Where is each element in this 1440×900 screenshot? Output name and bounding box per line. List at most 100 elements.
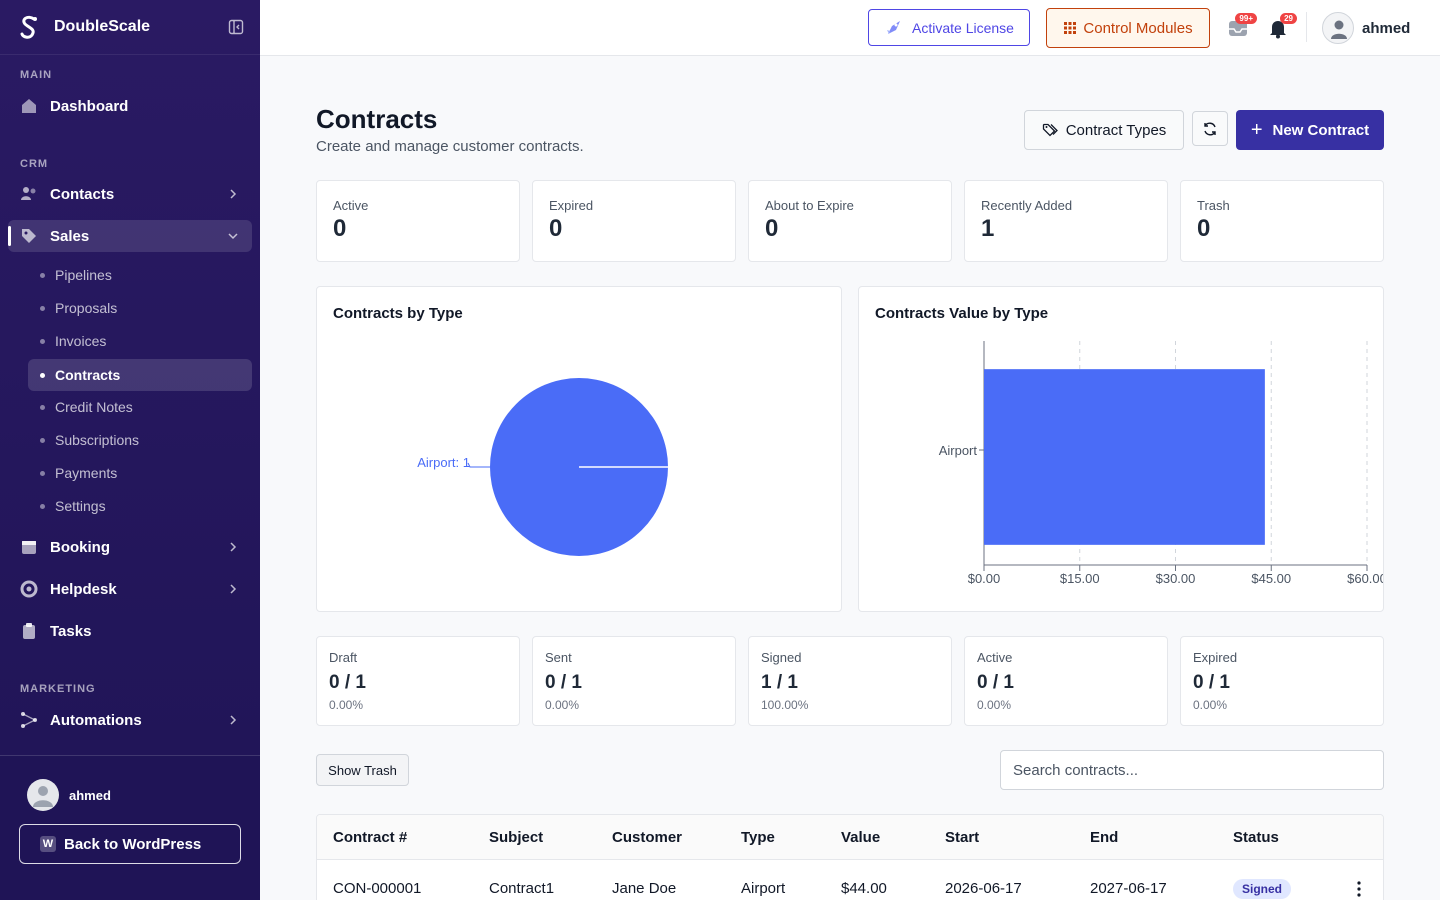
column-header[interactable]: Type [741, 829, 775, 846]
column-header[interactable]: Value [841, 829, 881, 846]
stat-value: 0 [765, 215, 779, 242]
sidebar-subitem-invoices[interactable]: Invoices [28, 325, 252, 357]
sidebar-item-tasks[interactable]: Tasks [8, 615, 252, 647]
sidebar-item-label: Sales [50, 227, 90, 245]
status-value: 1 / 1 [761, 672, 798, 693]
sidebar-item-automations[interactable]: Automations [8, 704, 252, 736]
cell-contract-number[interactable]: CON-000001 [333, 880, 422, 897]
chevron-down-icon [228, 233, 238, 240]
page-subtitle: Create and manage customer contracts. [316, 138, 584, 155]
sidebar-footer: ahmed W Back to WordPress [0, 755, 260, 900]
status-label: Draft [329, 650, 358, 665]
x-tick-label: $15.00 [1060, 571, 1100, 586]
stat-label: Trash [1197, 198, 1230, 213]
contract-types-button[interactable]: Contract Types [1024, 110, 1184, 150]
plus-icon: + [1250, 118, 1263, 141]
column-header[interactable]: Contract # [333, 829, 408, 846]
sidebar-item-label: Contacts [50, 185, 115, 203]
section-label-main: MAIN [20, 69, 53, 81]
topbar: Activate License Control Modules 99+ 29 … [260, 0, 1440, 56]
pie-data-label: Airport: 1 [417, 455, 470, 470]
more-actions-icon[interactable] [1353, 879, 1365, 899]
bullet-icon [40, 470, 45, 476]
contracts-value-by-type-chart-card: Contracts Value by Type $0.00 $15.00 $30.0… [858, 286, 1384, 612]
page-title: Contracts [316, 104, 438, 134]
contracts-by-type-chart-card: Contracts by Type Airport: 1 [316, 286, 842, 612]
x-tick-label: $45.00 [1251, 571, 1291, 586]
chevron-right-icon [230, 542, 237, 552]
sidebar-item-label: Dashboard [50, 97, 129, 115]
bullet-icon [40, 503, 45, 509]
inbox-button[interactable]: 99+ [1227, 13, 1257, 39]
cell-end: 2027-06-17 [1090, 880, 1167, 897]
status-badge: Signed [1233, 879, 1292, 899]
cell-value: $44.00 [841, 880, 887, 897]
sidebar-subitem-payments[interactable]: Payments [28, 457, 252, 489]
sidebar-item-label: Helpdesk [50, 580, 117, 598]
search-input[interactable] [1000, 750, 1384, 790]
sidebar-user[interactable]: ahmed [27, 779, 111, 811]
control-modules-button[interactable]: Control Modules [1046, 8, 1210, 48]
pie-leader-line [467, 462, 490, 468]
grid-icon [1064, 22, 1077, 34]
wordpress-icon: W [40, 836, 56, 852]
new-contract-button[interactable]: + New Contract [1236, 110, 1384, 150]
sidebar-subitem-settings[interactable]: Settings [28, 490, 252, 522]
stat-card-about-to-expire: About to Expire 0 [748, 180, 952, 262]
doublescale-logo-icon [20, 15, 37, 39]
sidebar-subitem-label: Contracts [55, 367, 121, 383]
sidebar-subitem-pipelines[interactable]: Pipelines [28, 259, 252, 291]
sidebar-subitem-proposals[interactable]: Proposals [28, 292, 252, 324]
notifications-button[interactable]: 29 [1267, 13, 1297, 39]
sidebar-subitem-label: Credit Notes [55, 399, 133, 415]
back-to-wordpress-label: Back to WordPress [64, 835, 202, 853]
lifebuoy-icon [20, 580, 38, 598]
activate-license-button[interactable]: Activate License [868, 9, 1030, 46]
sidebar-subitem-subscriptions[interactable]: Subscriptions [28, 424, 252, 456]
sidebar-item-booking[interactable]: Booking [8, 531, 252, 563]
sidebar-subitem-credit-notes[interactable]: Credit Notes [28, 391, 252, 423]
stat-value: 0 [1197, 215, 1211, 242]
column-header[interactable]: Customer [612, 829, 683, 846]
activate-license-label: Activate License [912, 19, 1014, 36]
contracts-table: Contract # Subject Customer Type Value S… [316, 814, 1384, 900]
x-tick-label: $0.00 [968, 571, 1001, 586]
status-label: Sent [545, 650, 572, 665]
sidebar-subitem-label: Subscriptions [55, 432, 140, 448]
stat-label: Recently Added [981, 198, 1073, 213]
sidebar-subitem-label: Invoices [55, 333, 107, 349]
column-header[interactable]: End [1090, 829, 1119, 846]
stat-value: 1 [981, 215, 995, 242]
bullet-icon [40, 372, 45, 378]
status-value: 0 / 1 [1193, 672, 1230, 693]
sidebar-item-sales[interactable]: Sales [8, 220, 252, 252]
control-modules-label: Control Modules [1083, 19, 1193, 37]
sidebar-item-contacts[interactable]: Contacts [8, 178, 252, 210]
inbox-badge: 99+ [1235, 13, 1257, 24]
status-percent: 0.00% [329, 698, 364, 712]
column-header[interactable]: Start [945, 829, 980, 846]
stat-card-expired: Expired 0 [532, 180, 736, 262]
section-label-crm: CRM [20, 158, 49, 170]
status-card-signed: Signed 1 / 1 100.00% [748, 636, 952, 726]
status-label: Signed [761, 650, 802, 665]
user-menu[interactable]: ahmed [1322, 12, 1410, 44]
collapse-sidebar-icon[interactable] [228, 19, 244, 35]
back-to-wordpress-button[interactable]: W Back to WordPress [19, 824, 241, 864]
topbar-divider [1306, 12, 1307, 42]
sidebar-item-dashboard[interactable]: Dashboard [8, 90, 252, 122]
column-header[interactable]: Subject [489, 829, 544, 846]
pie-chart: Airport: 1 [417, 378, 668, 556]
stat-label: Active [333, 198, 369, 213]
sidebar-subitem-label: Settings [55, 498, 106, 514]
show-trash-button[interactable]: Show Trash [316, 754, 409, 786]
stat-card-recently-added: Recently Added 1 [964, 180, 1168, 262]
users-icon [20, 185, 38, 203]
avatar [27, 779, 59, 811]
sidebar-item-label: Automations [50, 711, 142, 729]
sidebar-subitem-contracts[interactable]: Contracts [28, 359, 252, 391]
sidebar-subitem-label: Payments [55, 465, 118, 481]
refresh-button[interactable] [1192, 111, 1228, 146]
column-header[interactable]: Status [1233, 829, 1279, 846]
sidebar-item-helpdesk[interactable]: Helpdesk [8, 573, 252, 605]
